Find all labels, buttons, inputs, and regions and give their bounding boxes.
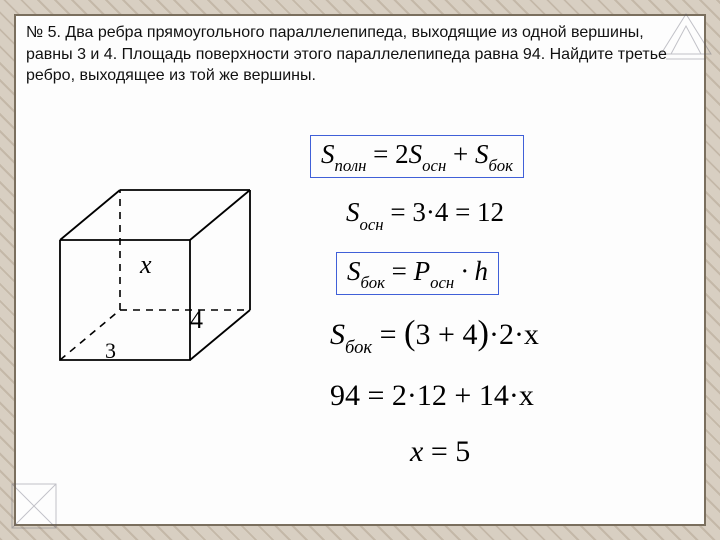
label-x: x xyxy=(140,250,152,280)
label-edge-3: 3 xyxy=(105,338,116,364)
formula-answer: x = 5 xyxy=(400,432,690,472)
problem-statement: № 5. Два ребра прямоугольного параллелеп… xyxy=(26,22,694,87)
formula-total-area: Sполн = 2Sосн + Sбок xyxy=(310,135,524,178)
formula-lateral-area: Sбок = Pосн · h xyxy=(336,252,499,295)
formula-equation: 94 = 2·12 + 14·x xyxy=(320,376,690,416)
cuboid-diagram: x 4 3 xyxy=(40,180,280,400)
formula-column: Sполн = 2Sосн + Sбок Sосн = 3·4 = 12 Sбо… xyxy=(310,135,690,488)
decor-bottom-left xyxy=(4,476,64,536)
formula-base-area: Sосн = 3·4 = 12 xyxy=(336,194,690,235)
formula-lateral-subst: Sбок = (3 + 4)·2·x xyxy=(320,311,690,360)
label-edge-4: 4 xyxy=(190,305,203,335)
